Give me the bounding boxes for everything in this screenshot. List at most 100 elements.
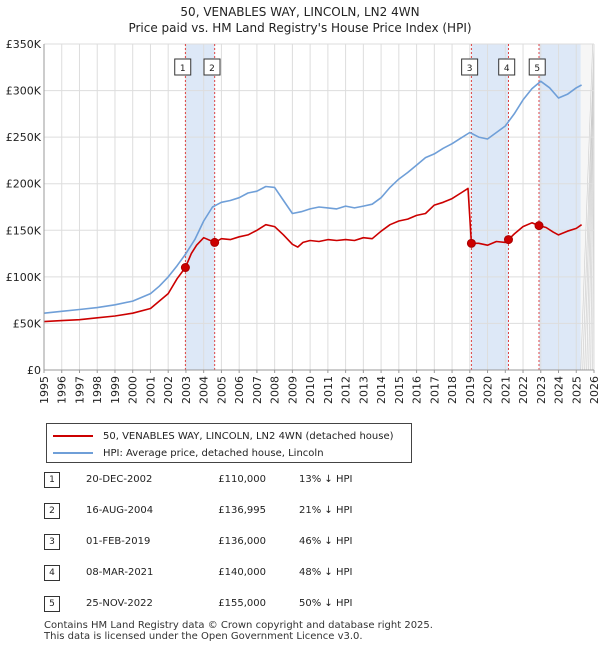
x-tick-label: 2009 xyxy=(286,376,299,404)
sale-point-4 xyxy=(503,235,513,245)
forecast-region xyxy=(580,44,594,370)
legend-swatch-property xyxy=(53,435,93,437)
legend-label-hpi: HPI: Average price, detached house, Linc… xyxy=(103,447,324,459)
table-row: 2 16-AUG-2004 £136,995 21% ↓ HPI xyxy=(44,503,564,523)
grid xyxy=(43,43,595,371)
sale-marker-box-3 xyxy=(461,58,479,76)
x-tick-label: 2020 xyxy=(482,376,495,404)
sale-point-1 xyxy=(180,263,190,273)
x-tick-label: 1998 xyxy=(91,376,104,404)
sale-hpi-diff: 46% ↓ HPI xyxy=(299,536,353,547)
legend-item-hpi: HPI: Average price, detached house, Linc… xyxy=(53,445,324,461)
x-tick-label: 1997 xyxy=(73,376,86,404)
legend-label-property: 50, VENABLES WAY, LINCOLN, LN2 4WN (deta… xyxy=(103,430,394,442)
y-tick-label: £150K xyxy=(6,224,42,237)
x-tick-label: 2001 xyxy=(144,376,157,404)
x-tick-label: 2022 xyxy=(517,376,530,404)
chart-title: 50, VENABLES WAY, LINCOLN, LN2 4WN xyxy=(180,5,419,19)
x-tick-label: 2017 xyxy=(428,376,441,404)
x-tick-label: 2003 xyxy=(180,376,193,404)
x-tick-label: 1999 xyxy=(109,376,122,404)
table-row: 1 20-DEC-2002 £110,000 13% ↓ HPI xyxy=(44,472,564,492)
forecast-hatch-line xyxy=(580,43,593,371)
sale-date: 01-FEB-2019 xyxy=(86,536,151,547)
x-tick-label: 2019 xyxy=(464,376,477,404)
x-tick-label: 1996 xyxy=(56,376,69,404)
sale-marker-box-2 xyxy=(203,58,221,76)
shaded-range-1 xyxy=(185,44,215,370)
shaded-ranges xyxy=(44,43,595,371)
forecast-hatch-line xyxy=(586,43,595,371)
forecast-hatch-line xyxy=(582,43,595,371)
sale-number-badge: 2 xyxy=(44,503,60,519)
x-tick-label: 2011 xyxy=(322,376,335,404)
x-tick-label: 2021 xyxy=(499,376,512,404)
x-tick-label: 2008 xyxy=(269,376,282,404)
sale-marker-label-2: 2 xyxy=(209,64,215,74)
x-tick-label: 2006 xyxy=(233,376,246,404)
sale-marker-box-1 xyxy=(174,58,192,76)
sale-marker-box-5 xyxy=(528,58,546,76)
x-tick-label: 2007 xyxy=(251,376,264,404)
sale-price: £110,000 xyxy=(218,474,266,485)
sale-number-badge: 5 xyxy=(44,596,60,612)
sale-hpi-diff: 21% ↓ HPI xyxy=(299,505,353,516)
table-row: 5 25-NOV-2022 £155,000 50% ↓ HPI xyxy=(44,596,564,616)
sale-price: £140,000 xyxy=(218,567,266,578)
chart-subtitle: Price paid vs. HM Land Registry's House … xyxy=(128,21,471,35)
sale-date: 20-DEC-2002 xyxy=(86,474,153,485)
x-tick-label: 2000 xyxy=(127,376,140,404)
sale-date: 08-MAR-2021 xyxy=(86,567,154,578)
sale-hpi-diff: 13% ↓ HPI xyxy=(299,474,353,485)
sale-points xyxy=(180,221,544,273)
x-tick-label: 2026 xyxy=(588,376,600,404)
x-tick-label: 2013 xyxy=(357,376,370,404)
footer-copyright: Contains HM Land Registry data © Crown c… xyxy=(44,620,433,631)
x-tick-label: 2025 xyxy=(570,376,583,404)
footer-licence: This data is licensed under the Open Gov… xyxy=(44,631,363,642)
legend-swatch-hpi xyxy=(53,452,93,454)
y-tick-label: £350K xyxy=(6,38,42,51)
sale-price: £155,000 xyxy=(218,598,266,609)
sale-marker-label-3: 3 xyxy=(467,64,473,74)
sale-point-3 xyxy=(466,238,476,248)
footer: Contains HM Land Registry data © Crown c… xyxy=(44,620,433,642)
shaded-range-2 xyxy=(471,44,509,370)
y-tick-label: £100K xyxy=(6,271,42,284)
axes: £0 £50K £100K £150K £200K £250K £300K £350K 1995… xyxy=(6,38,600,404)
forecast-hatch-line xyxy=(584,43,595,371)
sale-marker-label-4: 4 xyxy=(504,64,510,74)
forecast-hatch-line xyxy=(588,43,595,371)
sale-number-badge: 3 xyxy=(44,534,60,550)
sale-markers: 1 2 3 4 5 xyxy=(174,44,546,370)
sale-price: £136,000 xyxy=(218,536,266,547)
sale-hpi-diff: 48% ↓ HPI xyxy=(299,567,353,578)
x-tick-label: 2005 xyxy=(215,376,228,404)
x-tick-label: 1995 xyxy=(38,376,51,404)
hpi-line xyxy=(43,80,582,314)
y-tick-label: £50K xyxy=(13,317,42,330)
sale-marker-box-4 xyxy=(498,58,516,76)
sale-number-badge: 4 xyxy=(44,565,60,581)
x-tick-label: 2014 xyxy=(375,376,388,404)
x-tick-label: 2015 xyxy=(393,376,406,404)
x-tick-label: 2016 xyxy=(411,376,424,404)
sale-date: 16-AUG-2004 xyxy=(86,505,154,516)
y-tick-label: £0 xyxy=(27,364,41,377)
sale-point-5 xyxy=(534,221,544,231)
x-tick-label: 2012 xyxy=(340,376,353,404)
y-tick-label: £200K xyxy=(6,178,42,191)
sale-point-2 xyxy=(210,237,220,247)
price-chart: 50, VENABLES WAY, LINCOLN, LN2 4WN Price… xyxy=(6,5,600,404)
legend: 50, VENABLES WAY, LINCOLN, LN2 4WN (deta… xyxy=(46,423,412,463)
forecast-hatch-line xyxy=(590,43,595,371)
sale-price: £136,995 xyxy=(218,505,266,516)
legend-item-property: 50, VENABLES WAY, LINCOLN, LN2 4WN (deta… xyxy=(53,428,394,444)
table-row: 4 08-MAR-2021 £140,000 48% ↓ HPI xyxy=(44,565,564,585)
y-tick-label: £250K xyxy=(6,131,42,144)
sale-number-badge: 1 xyxy=(44,472,60,488)
x-tick-label: 2002 xyxy=(162,376,175,404)
sale-marker-label-1: 1 xyxy=(180,64,186,74)
x-tick-label: 2023 xyxy=(535,376,548,404)
sale-hpi-diff: 50% ↓ HPI xyxy=(299,598,353,609)
